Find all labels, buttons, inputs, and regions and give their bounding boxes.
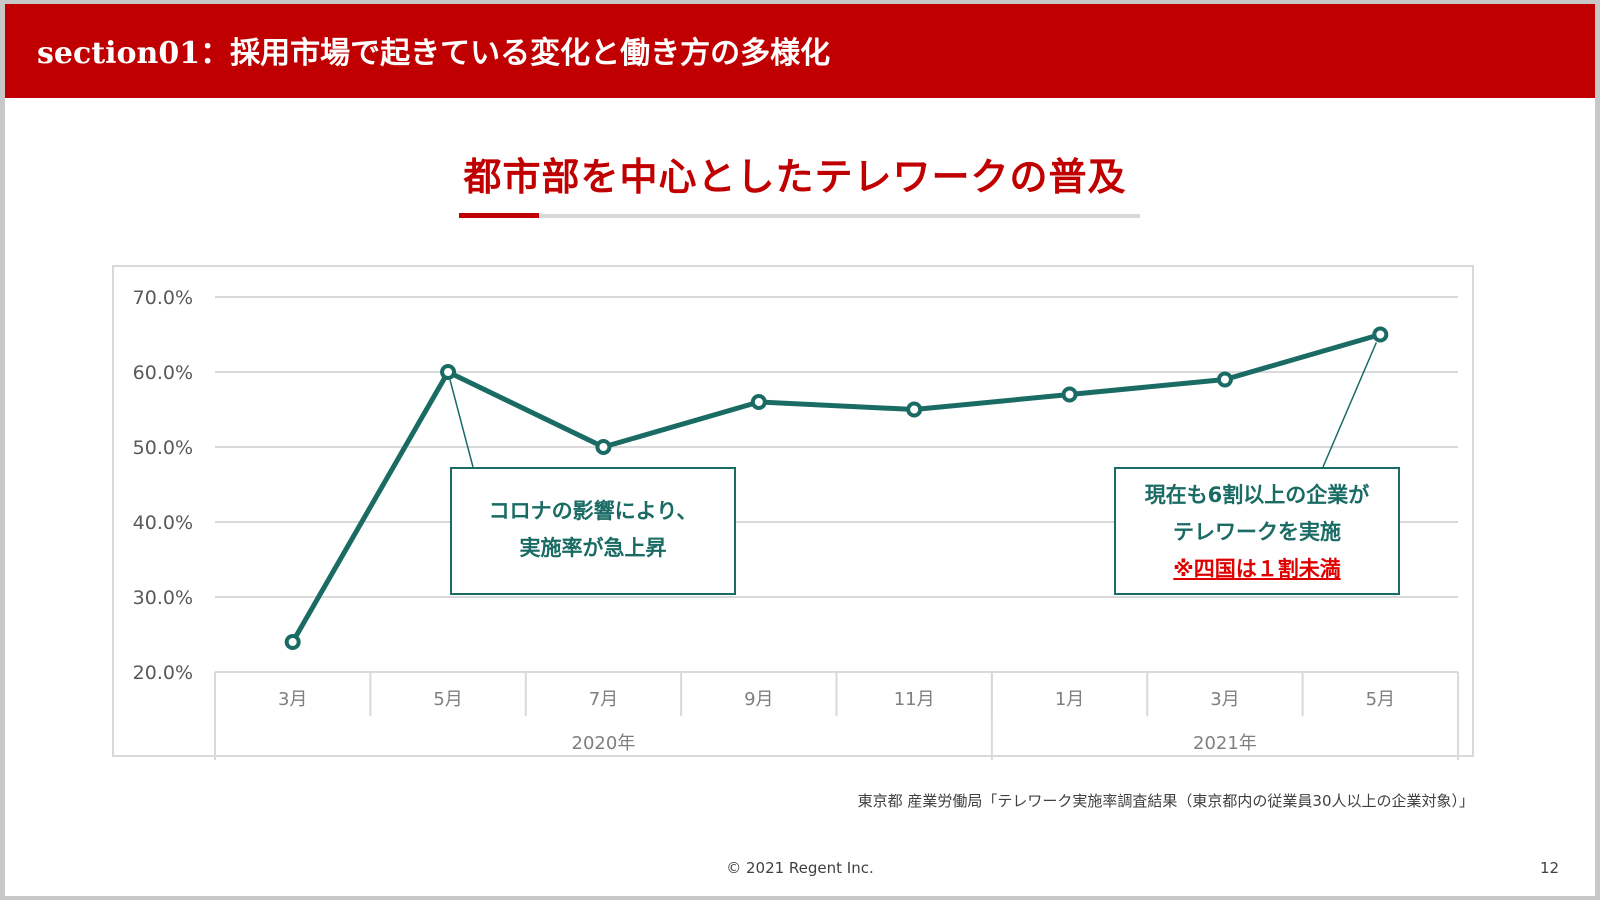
y-tick-label: 30.0%	[133, 587, 193, 609]
callout-current-rate: 現在も6割以上の企業が テレワークを実施 ※四国は１割未満	[1114, 467, 1400, 595]
series-line	[290, 332, 1382, 644]
y-tick-label: 40.0%	[133, 512, 193, 534]
data-point	[1216, 371, 1233, 388]
data-point	[595, 439, 612, 455]
callout-covid-surge: コロナの影響により、 実施率が急上昇	[450, 467, 736, 595]
callout-note-shikoku: ※四国は１割未満	[1173, 557, 1341, 581]
callout-leader	[1322, 342, 1378, 468]
y-tick-label: 70.0%	[133, 287, 193, 309]
x-group-label: 2020年	[572, 733, 636, 754]
x-tick-label: 9月	[744, 689, 773, 710]
callout-line: 現在も6割以上の企業が	[1144, 483, 1370, 507]
x-tick-label: 3月	[1210, 689, 1239, 710]
callout-line: 実施率が急上昇	[519, 536, 667, 560]
x-tick-label: 5月	[1366, 689, 1395, 710]
callout-leader	[449, 379, 474, 468]
data-point	[1372, 326, 1389, 343]
section-title: section01：採用市場で起きている変化と働き方の多様化	[37, 36, 831, 71]
x-tick-label: 5月	[433, 689, 462, 710]
x-tick-label: 3月	[278, 689, 307, 710]
x-tick-label: 7月	[589, 689, 618, 710]
page-number: 12	[1540, 859, 1560, 877]
chart-frame	[112, 265, 1474, 757]
callout-line: テレワークを実施	[1173, 520, 1341, 544]
title-underline	[459, 214, 1140, 218]
data-point	[440, 364, 457, 380]
x-tick-label: 1月	[1055, 689, 1084, 710]
callout-line: コロナの影響により、	[488, 499, 698, 523]
source-citation: 東京都 産業労働局「テレワーク実施率調査結果（東京都内の従業員30人以上の企業対…	[857, 792, 1474, 810]
chart-title: 都市部を中心としたテレワークの普及	[463, 155, 1127, 199]
copyright: © 2021 Regent Inc.	[726, 859, 874, 877]
x-group-label: 2021年	[1193, 733, 1257, 754]
y-tick-label: 20.0%	[133, 662, 193, 684]
title-underline-accent	[459, 213, 539, 218]
data-point	[284, 634, 301, 650]
x-tick-label: 11月	[894, 689, 935, 710]
y-tick-label: 60.0%	[133, 362, 193, 384]
data-point	[1061, 386, 1078, 403]
y-tick-label: 50.0%	[133, 437, 193, 459]
data-point	[750, 394, 767, 410]
header-bar: section01：採用市場で起きている変化と働き方の多様化	[5, 4, 1595, 98]
data-point	[906, 401, 923, 418]
